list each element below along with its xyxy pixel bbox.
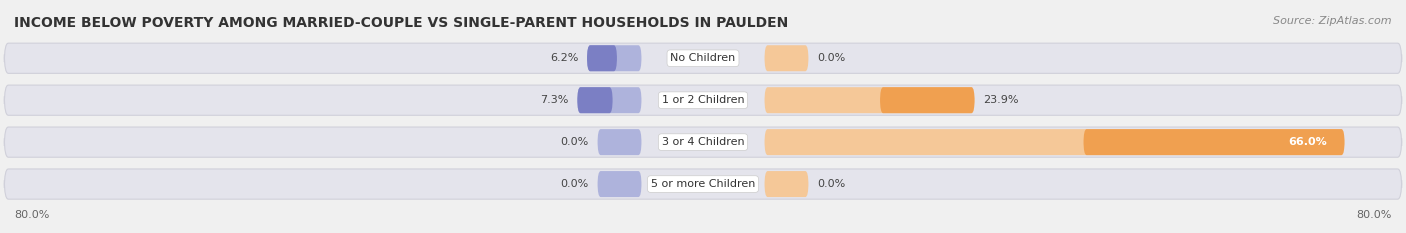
FancyBboxPatch shape: [4, 85, 1402, 115]
FancyBboxPatch shape: [578, 87, 641, 113]
FancyBboxPatch shape: [588, 45, 641, 71]
FancyBboxPatch shape: [765, 171, 808, 197]
FancyBboxPatch shape: [588, 45, 617, 71]
Text: 80.0%: 80.0%: [14, 210, 49, 220]
Text: 66.0%: 66.0%: [1288, 137, 1327, 147]
FancyBboxPatch shape: [578, 87, 613, 113]
FancyBboxPatch shape: [880, 87, 974, 113]
Text: 0.0%: 0.0%: [561, 137, 589, 147]
Text: 3 or 4 Children: 3 or 4 Children: [662, 137, 744, 147]
Text: 1 or 2 Children: 1 or 2 Children: [662, 95, 744, 105]
Text: 0.0%: 0.0%: [817, 179, 845, 189]
FancyBboxPatch shape: [765, 129, 1344, 155]
Text: No Children: No Children: [671, 53, 735, 63]
FancyBboxPatch shape: [765, 45, 808, 71]
Text: 7.3%: 7.3%: [540, 95, 568, 105]
Text: 6.2%: 6.2%: [550, 53, 578, 63]
FancyBboxPatch shape: [4, 43, 1402, 73]
Text: 23.9%: 23.9%: [983, 95, 1019, 105]
FancyBboxPatch shape: [598, 129, 641, 155]
Text: 0.0%: 0.0%: [817, 53, 845, 63]
FancyBboxPatch shape: [765, 87, 974, 113]
FancyBboxPatch shape: [4, 127, 1402, 157]
FancyBboxPatch shape: [1084, 129, 1344, 155]
FancyBboxPatch shape: [4, 169, 1402, 199]
FancyBboxPatch shape: [598, 171, 641, 197]
Text: INCOME BELOW POVERTY AMONG MARRIED-COUPLE VS SINGLE-PARENT HOUSEHOLDS IN PAULDEN: INCOME BELOW POVERTY AMONG MARRIED-COUPL…: [14, 16, 789, 30]
Text: 80.0%: 80.0%: [1357, 210, 1392, 220]
Text: 5 or more Children: 5 or more Children: [651, 179, 755, 189]
Text: 0.0%: 0.0%: [561, 179, 589, 189]
Text: Source: ZipAtlas.com: Source: ZipAtlas.com: [1274, 16, 1392, 26]
